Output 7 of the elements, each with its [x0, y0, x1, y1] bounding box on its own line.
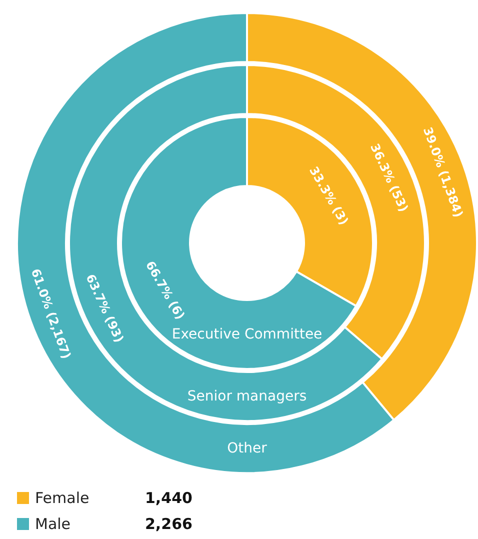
text: 1,440	[145, 489, 192, 507]
legend-label: Female	[35, 489, 90, 507]
text: 2,266	[145, 515, 192, 533]
slice-label: Senior managers	[187, 388, 307, 404]
legend-label: Male	[35, 515, 71, 533]
slice-label: Executive Committee	[172, 326, 322, 342]
slice-label: Other	[227, 440, 268, 456]
